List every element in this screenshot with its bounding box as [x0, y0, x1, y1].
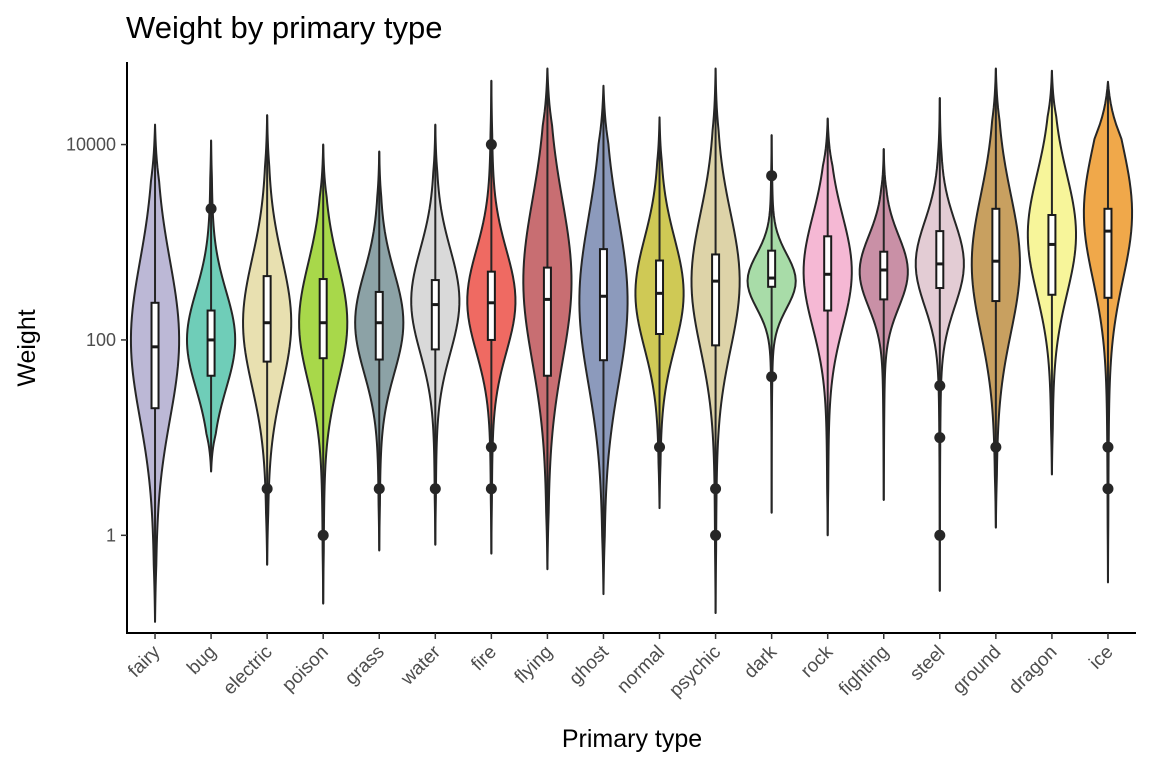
box-ice — [1103, 207, 1113, 299]
violin-water — [410, 123, 461, 546]
outlier-point-psychic-0 — [710, 483, 722, 495]
violin-poison — [298, 143, 349, 605]
x-axis-title: Primary type — [562, 725, 702, 753]
violin-grass — [354, 150, 405, 552]
y-tick-label: 1 — [106, 525, 116, 545]
box-psychic — [711, 253, 721, 347]
box-dragon — [1047, 214, 1057, 296]
box-ghost — [598, 248, 608, 362]
violin-bug — [185, 139, 237, 473]
box-steel — [935, 230, 945, 290]
plot-area — [129, 67, 1134, 623]
violin-electric — [242, 114, 293, 566]
outlier-point-fire-2 — [485, 483, 497, 495]
x-tick-label-ice: ice — [1085, 642, 1117, 674]
violin-fighting — [858, 148, 909, 501]
x-tick-label-dark: dark — [740, 641, 781, 682]
box-water — [430, 279, 440, 351]
box-normal — [655, 259, 665, 336]
x-tick-label-electric: electric — [219, 642, 276, 699]
outlier-point-psychic-1 — [710, 529, 722, 541]
outlier-point-poison-0 — [317, 529, 329, 541]
y-axis-title: Weight — [13, 309, 41, 386]
violin-psychic — [690, 67, 741, 615]
chart-title: Weight by primary type — [126, 10, 442, 45]
violin-dark — [746, 134, 797, 514]
violin-ground — [970, 67, 1021, 529]
y-axis-ticks: 1 100 10000 — [66, 135, 127, 545]
violin-fire — [466, 79, 517, 555]
violin-fairy — [129, 123, 181, 623]
outlier-point-fire-1 — [485, 441, 497, 453]
outlier-point-electric-0 — [261, 483, 273, 495]
box-poison — [318, 278, 328, 360]
x-tick-label-water: water — [396, 641, 445, 690]
box-electric — [262, 275, 272, 363]
violin-normal — [634, 116, 685, 510]
box-dark — [767, 249, 777, 288]
box-bug — [206, 309, 216, 377]
box-fighting — [879, 250, 889, 301]
violin-rock — [802, 117, 853, 537]
x-tick-label-steel: steel — [906, 642, 949, 685]
outlier-point-fire-0 — [485, 139, 497, 151]
x-tick-label-fairy: fairy — [124, 641, 165, 682]
box-grass — [374, 290, 384, 361]
outlier-point-bug-0 — [205, 203, 217, 215]
outlier-point-ground-0 — [990, 441, 1002, 453]
violin-ice — [1082, 80, 1134, 584]
y-tick-label: 100 — [86, 330, 116, 350]
x-tick-label-fighting: fighting — [835, 642, 893, 700]
outlier-point-ice-1 — [1102, 483, 1114, 495]
x-tick-label-psychic: psychic — [665, 642, 725, 702]
x-tick-label-ghost: ghost — [565, 641, 613, 689]
outlier-point-water-0 — [429, 483, 441, 495]
outlier-point-normal-0 — [654, 441, 666, 453]
outlier-point-steel-1 — [934, 432, 946, 444]
x-tick-label-rock: rock — [797, 641, 838, 682]
outlier-point-ice-0 — [1102, 441, 1114, 453]
box-flying — [542, 266, 552, 377]
violin-flying — [522, 67, 573, 571]
box-ground — [991, 207, 1001, 303]
x-tick-label-dragon: dragon — [1005, 642, 1062, 699]
outlier-point-steel-0 — [934, 380, 946, 392]
violin-dragon — [1026, 69, 1077, 476]
x-tick-label-bug: bug — [183, 642, 220, 679]
box-fairy — [150, 301, 160, 410]
outlier-point-grass-0 — [373, 483, 385, 495]
y-tick-label: 10000 — [66, 135, 116, 155]
outlier-point-dark-1 — [766, 371, 778, 383]
outlier-point-dark-0 — [766, 170, 778, 182]
x-tick-label-fire: fire — [467, 642, 501, 676]
x-tick-label-poison: poison — [278, 642, 332, 696]
box-fire — [486, 270, 496, 341]
x-tick-label-ground: ground — [949, 642, 1006, 699]
violin-ghost — [578, 84, 629, 596]
x-tick-label-flying: flying — [511, 642, 557, 688]
x-tick-label-normal: normal — [613, 642, 669, 698]
x-tick-label-grass: grass — [341, 642, 389, 690]
violin-steel — [914, 96, 965, 592]
outlier-point-steel-2 — [934, 529, 946, 541]
